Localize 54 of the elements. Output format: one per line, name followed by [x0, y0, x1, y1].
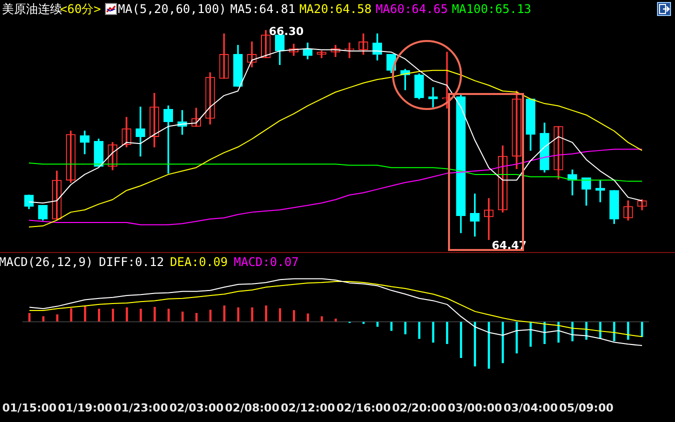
- x-tick-label: 02/20:00: [392, 401, 447, 414]
- x-tick-label: 02/08:00: [225, 401, 280, 414]
- bar: [265, 306, 268, 322]
- bar: [140, 308, 142, 322]
- x-tick-label: 02/12:00: [280, 401, 336, 414]
- bar: [320, 316, 323, 322]
- bar: [404, 322, 406, 334]
- bar: [237, 307, 240, 322]
- x-tick-label: 03/04:00: [503, 401, 558, 414]
- bar: [251, 307, 254, 322]
- chart-subtitle: <60分>: [60, 2, 101, 16]
- bar: [516, 322, 518, 354]
- annotation: 66.30: [268, 25, 304, 38]
- bar: [418, 322, 420, 339]
- bar: [223, 306, 226, 322]
- text: MA60:64.65: [376, 2, 448, 16]
- bar: [432, 322, 434, 343]
- series-label: DIFF:0.12: [98, 255, 164, 269]
- bar: [98, 308, 100, 322]
- bar: [209, 310, 212, 322]
- bar: [28, 312, 30, 322]
- x-tick-label: 05/09:00: [559, 401, 614, 414]
- text: MA100:65.13: [452, 2, 532, 16]
- text: MACD:0.07: [234, 255, 299, 269]
- bar: [56, 314, 58, 322]
- text: MA20:64.58: [299, 2, 372, 16]
- bar: [70, 308, 72, 322]
- bar: [446, 322, 448, 344]
- bar: [306, 313, 309, 322]
- bar: [112, 308, 114, 322]
- bar: [613, 322, 616, 342]
- bar: [154, 306, 156, 322]
- series-label: DEA:0.09: [170, 255, 228, 269]
- bar: [168, 308, 170, 322]
- bar: [502, 322, 504, 364]
- bar: [474, 322, 476, 366]
- bar: [278, 308, 282, 322]
- bar: [460, 322, 462, 358]
- bar: [390, 322, 392, 331]
- bar: [488, 322, 490, 369]
- x-tick-label: 03/00:00: [448, 401, 502, 414]
- x-tick-label: 01/23:00: [114, 401, 168, 414]
- x-tick-label: 02/03:00: [169, 401, 224, 414]
- bar: [292, 310, 296, 322]
- x-tick-label: 02/16:00: [336, 401, 392, 414]
- legend-title: MA(5,20,60,100): [118, 2, 226, 16]
- bar: [181, 312, 184, 322]
- chart-title: 美原油连续: [2, 2, 62, 16]
- bar: [334, 318, 337, 322]
- x-tick-label: 01/15:00: [2, 401, 57, 414]
- bar: [195, 312, 198, 322]
- text: MA5:64.81: [230, 2, 296, 16]
- bar: [126, 307, 128, 322]
- x-tick-label: 01/19:00: [58, 401, 113, 414]
